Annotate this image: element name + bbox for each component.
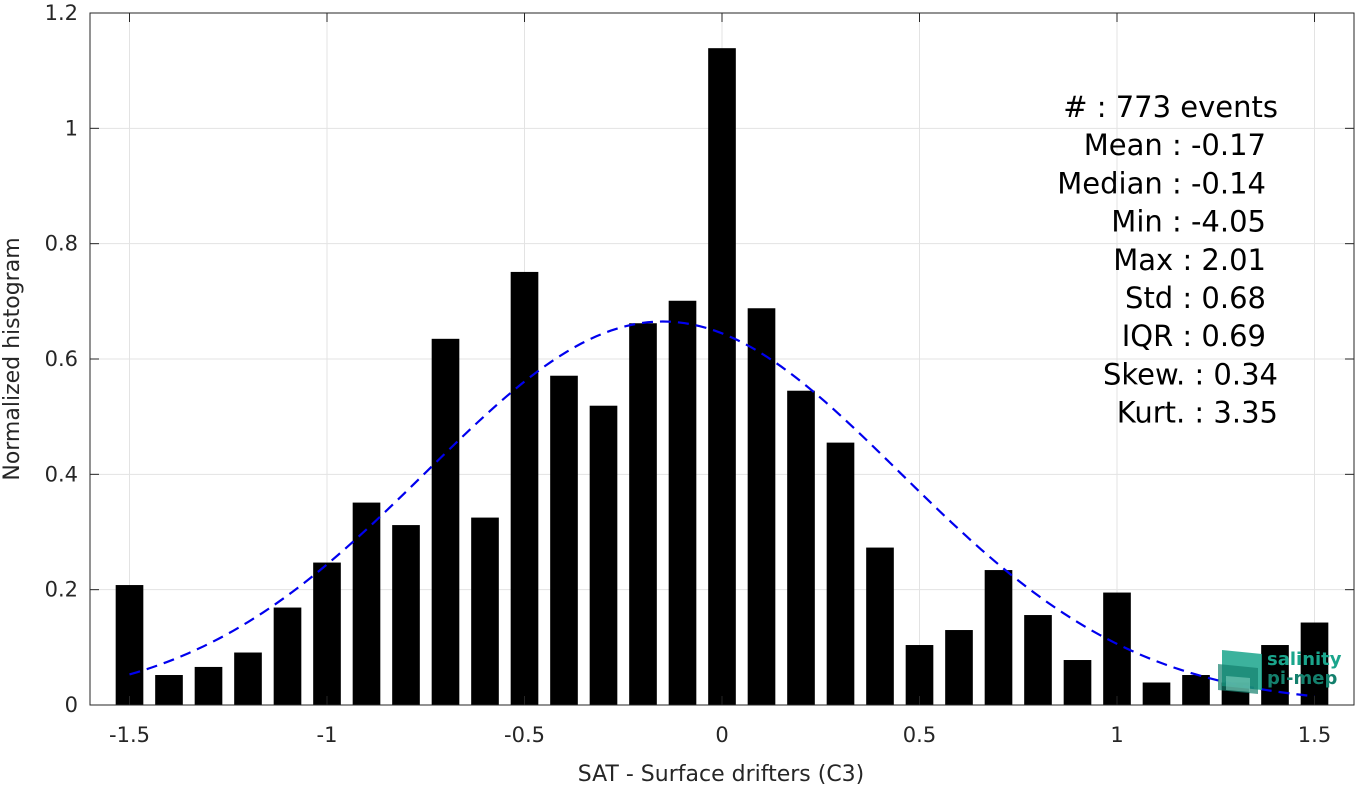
- fit-curve: [129, 320, 1315, 698]
- logo-line2: pi-mep: [1267, 668, 1337, 689]
- x-tick-label: -1: [317, 723, 338, 747]
- histogram-bar: [1261, 645, 1289, 705]
- histogram-bar: [826, 442, 855, 705]
- logo-mark-icon: [1218, 650, 1262, 694]
- histogram-bar: [273, 607, 302, 705]
- y-tick-label: 0.6: [45, 347, 78, 371]
- salinity-pi-mep-logo: salinity pi-mep: [1218, 649, 1342, 694]
- histogram-bar: [1182, 675, 1210, 705]
- stats-line: # : 773 events: [1063, 90, 1278, 124]
- histogram-bar: [866, 547, 894, 705]
- x-axis-label: SAT - Surface drifters (C3): [578, 762, 865, 785]
- logo-line1: salinity: [1267, 649, 1342, 670]
- stats-line: IQR : 0.69: [1122, 319, 1266, 353]
- stats-line: Mean : -0.17: [1084, 128, 1266, 162]
- histogram-bar: [984, 570, 1013, 705]
- histogram-bar: [747, 308, 776, 705]
- stats-line: Min : -4.05: [1111, 205, 1266, 239]
- histogram-bar: [1142, 682, 1171, 705]
- y-axis-ticks: 0 0.2 0.4 0.6 0.8 1 1.2: [45, 1, 1354, 717]
- histogram-bar: [471, 517, 499, 705]
- statistics-annotation: # : 773 events Mean : -0.17 Median : -0.14…: [1057, 90, 1278, 430]
- histogram-bar: [787, 390, 815, 705]
- stats-line: Median : -0.14: [1057, 166, 1266, 200]
- x-tick-label: -1.5: [109, 723, 150, 747]
- y-tick-label: 0.4: [45, 462, 78, 486]
- y-axis-label: Normalized histogram: [0, 237, 25, 480]
- histogram-bar: [1300, 622, 1329, 705]
- x-tick-label: 1: [1110, 723, 1123, 747]
- histogram-bar: [431, 338, 460, 705]
- histogram-bar: [194, 666, 223, 705]
- histogram-bar: [589, 405, 618, 705]
- bars: [115, 48, 1329, 706]
- histogram-bar: [1024, 615, 1052, 705]
- y-tick-label: 1.2: [45, 1, 78, 25]
- y-tick-label: 0.8: [45, 232, 78, 256]
- stats-line: Skew. : 0.34: [1103, 357, 1278, 391]
- y-tick-label: 1: [65, 116, 78, 140]
- histogram-bar: [234, 652, 262, 705]
- histogram-bar: [115, 585, 144, 705]
- histogram-bar: [392, 525, 420, 705]
- histogram-bar: [550, 375, 578, 705]
- histogram-bar: [629, 323, 657, 705]
- x-tick-label: 0.5: [903, 723, 936, 747]
- y-tick-label: 0: [65, 693, 78, 717]
- x-tick-label: -0.5: [504, 723, 545, 747]
- x-tick-label: 1.5: [1298, 723, 1331, 747]
- x-axis-ticks: -1.5 -1 -0.5 0 0.5 1 1.5: [109, 13, 1331, 747]
- histogram-bar: [905, 645, 934, 705]
- histogram-bar: [945, 630, 973, 705]
- y-tick-label: 0.2: [45, 578, 78, 602]
- histogram-bar: [155, 675, 183, 705]
- x-tick-label: 0: [715, 723, 728, 747]
- histogram-bar: [510, 271, 539, 705]
- histogram-bar: [668, 300, 697, 705]
- histogram-bar: [708, 48, 736, 706]
- stats-line: Std : 0.68: [1125, 281, 1266, 315]
- stats-line: Max : 2.01: [1113, 243, 1266, 277]
- stats-line: Kurt. : 3.35: [1117, 396, 1278, 430]
- histogram-bar: [352, 502, 381, 705]
- histogram-bar: [313, 562, 341, 705]
- histogram-bar: [1063, 660, 1092, 705]
